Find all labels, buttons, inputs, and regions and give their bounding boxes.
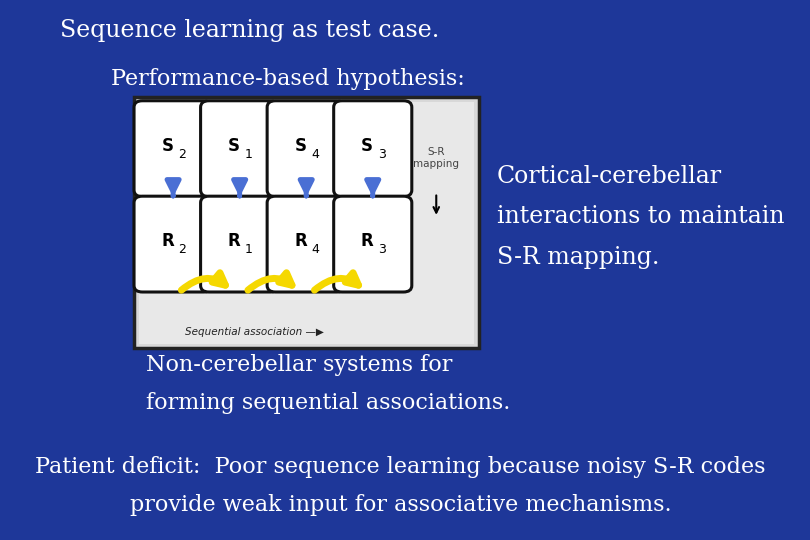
Text: forming sequential associations.: forming sequential associations. [146, 392, 510, 414]
Text: 2: 2 [178, 243, 186, 256]
Text: 2: 2 [178, 147, 186, 160]
Text: Performance-based hypothesis:: Performance-based hypothesis: [111, 68, 464, 90]
FancyBboxPatch shape [201, 101, 279, 197]
Text: provide weak input for associative mechanisms.: provide weak input for associative mecha… [130, 494, 671, 516]
FancyBboxPatch shape [134, 196, 212, 292]
Text: Cortical-cerebellar: Cortical-cerebellar [497, 165, 722, 188]
Text: 1: 1 [245, 243, 253, 256]
FancyBboxPatch shape [134, 97, 480, 348]
Text: Sequential association —▶: Sequential association —▶ [185, 327, 324, 337]
Text: R: R [360, 232, 373, 251]
Text: S: S [361, 137, 373, 155]
FancyBboxPatch shape [139, 102, 474, 344]
Text: Patient deficit:  Poor sequence learning because noisy S-R codes: Patient deficit: Poor sequence learning … [36, 456, 765, 478]
Text: 4: 4 [311, 147, 319, 160]
FancyBboxPatch shape [134, 101, 212, 197]
FancyBboxPatch shape [334, 101, 411, 197]
Text: 3: 3 [378, 243, 386, 256]
Text: R: R [161, 232, 174, 251]
Text: S: S [228, 137, 240, 155]
FancyBboxPatch shape [267, 101, 345, 197]
Text: S: S [295, 137, 307, 155]
Text: S-R
mapping: S-R mapping [413, 147, 459, 169]
Text: R: R [228, 232, 241, 251]
Text: Sequence learning as test case.: Sequence learning as test case. [60, 19, 439, 42]
FancyBboxPatch shape [201, 196, 279, 292]
Text: Non-cerebellar systems for: Non-cerebellar systems for [146, 354, 452, 376]
Text: interactions to maintain: interactions to maintain [497, 205, 784, 228]
FancyBboxPatch shape [334, 196, 411, 292]
Text: S-R mapping.: S-R mapping. [497, 246, 659, 269]
Text: S: S [161, 137, 173, 155]
Text: 3: 3 [378, 147, 386, 160]
Text: 4: 4 [311, 243, 319, 256]
Text: R: R [294, 232, 307, 251]
FancyBboxPatch shape [267, 196, 345, 292]
Text: 1: 1 [245, 147, 253, 160]
